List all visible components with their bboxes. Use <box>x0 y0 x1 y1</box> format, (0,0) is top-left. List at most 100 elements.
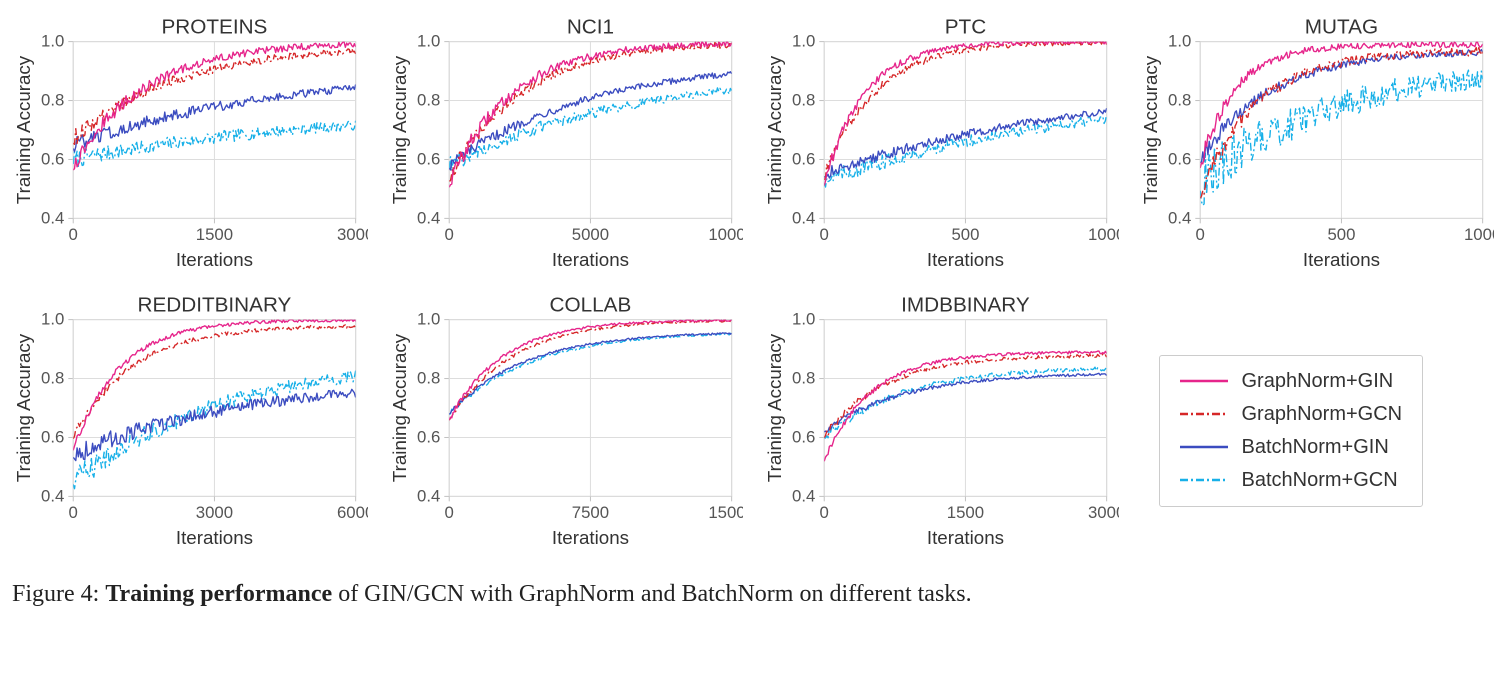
ytick-label: 0.6 <box>41 149 64 168</box>
ytick-label: 0.8 <box>41 368 64 387</box>
ytick-label: 0.8 <box>41 90 64 109</box>
chart-title: MUTAG <box>1304 16 1377 39</box>
ytick-label: 1.0 <box>792 32 815 51</box>
xtick-label: 5000 <box>571 225 608 244</box>
ytick-label: 0.8 <box>792 90 815 109</box>
chart-title: IMDBBINARY <box>901 293 1030 316</box>
ytick-label: 1.0 <box>417 32 440 51</box>
ytick-label: 1.0 <box>417 309 440 328</box>
ytick-label: 0.8 <box>417 90 440 109</box>
chart-cell: 0.40.60.81.0030006000REDDITBINARYIterati… <box>12 290 368 552</box>
xtick-label: 0 <box>820 503 829 522</box>
ytick-label: 0.6 <box>41 427 64 446</box>
y-axis-label: Training Accuracy <box>764 55 785 204</box>
figure-caption: Figure 4: Training performance of GIN/GC… <box>12 577 1494 612</box>
legend-swatch-icon <box>1180 376 1228 386</box>
ytick-label: 0.4 <box>417 486 440 505</box>
xtick-label: 7500 <box>571 503 608 522</box>
xtick-label: 0 <box>444 503 453 522</box>
xtick-label: 15000 <box>708 503 743 522</box>
chart-cell: 0.4 0.6 0.8 1.0 0 500 1000 MUTAG Iterations Train… <box>1139 12 1495 274</box>
ytick-label: 0.8 <box>417 368 440 387</box>
figure-container: 0.4 0.6 0.8 1.0 0 1500 3000 PROTEINS Iterations T… <box>12 12 1494 612</box>
xtick-label: 500 <box>1327 225 1355 244</box>
chart-mutag: 0.4 0.6 0.8 1.0 0 500 1000 MUTAG Iterations Train… <box>1139 12 1495 274</box>
xtick-label: 0 <box>69 225 78 244</box>
chart-imdbbinary: 0.4 0.6 0.8 1.0 0 1500 3000 IMDBBINARY Iteration… <box>763 290 1119 552</box>
x-axis-label: Iterations <box>176 526 253 547</box>
xtick-label: 0 <box>1195 225 1204 244</box>
ytick-label: 0.6 <box>792 427 815 446</box>
x-axis-label: Iterations <box>551 526 628 547</box>
xtick-label: 3000 <box>337 225 368 244</box>
legend-swatch-icon <box>1180 442 1228 452</box>
ytick-label: 0.4 <box>41 208 64 227</box>
ytick-label: 0.4 <box>417 208 440 227</box>
caption-rest: of GIN/GCN with GraphNorm and BatchNorm … <box>332 581 971 607</box>
chart-ptc: 0.4 0.6 0.8 1.0 0 500 1000 PTC Iterations Trainin… <box>763 12 1119 274</box>
xtick-label: 0 <box>444 225 453 244</box>
x-axis-label: Iterations <box>1302 249 1379 270</box>
caption-prefix: Figure 4: <box>12 581 105 607</box>
legend-item: BatchNorm+GIN <box>1180 436 1403 459</box>
chart-cell: 0.4 0.6 0.8 1.0 0 1500 3000 PROTEINS Iterations T… <box>12 12 368 274</box>
ytick-label: 0.4 <box>792 486 815 505</box>
ytick-label: 0.6 <box>792 149 815 168</box>
chart-cell: 0.4 0.6 0.8 1.0 0 7500 15000 COLLAB Iterations Tr… <box>388 290 744 552</box>
chart-cell: 0.4 0.6 0.8 1.0 0 500 1000 PTC Iterations Trainin… <box>763 12 1119 274</box>
xtick-label: 6000 <box>337 503 368 522</box>
legend-label: BatchNorm+GIN <box>1242 436 1389 459</box>
y-axis-label: Training Accuracy <box>764 333 785 482</box>
chart-collab: 0.4 0.6 0.8 1.0 0 7500 15000 COLLAB Iterations Tr… <box>388 290 744 552</box>
ytick-label: 1.0 <box>1168 32 1191 51</box>
legend-swatch-icon <box>1180 409 1228 419</box>
legend-label: GraphNorm+GIN <box>1242 370 1394 393</box>
caption-bold: Training performance <box>105 581 332 607</box>
chart-cell: 0.4 0.6 0.8 1.0 0 5000 10000 NCI1 Iterations Trai… <box>388 12 744 274</box>
xtick-label: 10000 <box>708 225 743 244</box>
y-axis-label: Training Accuracy <box>13 333 34 482</box>
x-axis-label: Iterations <box>176 249 253 270</box>
chart-title: PROTEINS <box>161 16 267 39</box>
legend: GraphNorm+GIN GraphNorm+GCN BatchNorm+GIN B… <box>1159 355 1424 507</box>
xtick-label: 3000 <box>1088 503 1119 522</box>
legend-item: BatchNorm+GCN <box>1180 469 1403 492</box>
chart-title: NCI1 <box>566 16 613 39</box>
xtick-label: 1500 <box>947 503 984 522</box>
ytick-label: 0.8 <box>1168 90 1191 109</box>
legend-item: GraphNorm+GIN <box>1180 370 1403 393</box>
ytick-label: 0.6 <box>417 427 440 446</box>
ytick-label: 0.8 <box>792 368 815 387</box>
x-axis-label: Iterations <box>551 249 628 270</box>
x-axis-label: Iterations <box>927 526 1004 547</box>
chart-grid: 0.4 0.6 0.8 1.0 0 1500 3000 PROTEINS Iterations T… <box>12 12 1494 551</box>
xtick-label: 0 <box>820 225 829 244</box>
y-axis-label: Training Accuracy <box>388 55 409 204</box>
y-axis-label: Training Accuracy <box>388 333 409 482</box>
ytick-label: 1.0 <box>41 32 64 51</box>
ytick-label: 0.4 <box>41 486 64 505</box>
ytick-label: 0.6 <box>417 149 440 168</box>
y-axis-label: Training Accuracy <box>13 55 34 204</box>
ytick-label: 1.0 <box>41 309 64 328</box>
chart-title: REDDITBINARY <box>137 293 291 316</box>
xtick-label: 1000 <box>1088 225 1119 244</box>
xtick-label: 0 <box>69 503 78 522</box>
chart-title: COLLAB <box>549 293 631 316</box>
ytick-label: 0.6 <box>1168 149 1191 168</box>
xtick-label: 1000 <box>1463 225 1494 244</box>
ytick-label: 0.4 <box>792 208 815 227</box>
chart-title: PTC <box>945 16 986 39</box>
y-axis-label: Training Accuracy <box>1139 55 1160 204</box>
x-axis-label: Iterations <box>927 249 1004 270</box>
legend-label: GraphNorm+GCN <box>1242 403 1403 426</box>
ytick-label: 0.4 <box>1168 208 1191 227</box>
xtick-label: 1500 <box>196 225 233 244</box>
chart-cell: 0.4 0.6 0.8 1.0 0 1500 3000 IMDBBINARY Iteration… <box>763 290 1119 552</box>
chart-redditbinary: 0.40.60.81.0030006000REDDITBINARYIterati… <box>12 290 368 552</box>
chart-proteins: 0.4 0.6 0.8 1.0 0 1500 3000 PROTEINS Iterations T… <box>12 12 368 274</box>
chart-nci1: 0.4 0.6 0.8 1.0 0 5000 10000 NCI1 Iterations Trai… <box>388 12 744 274</box>
ytick-label: 1.0 <box>792 309 815 328</box>
xtick-label: 500 <box>951 225 979 244</box>
legend-label: BatchNorm+GCN <box>1242 469 1398 492</box>
